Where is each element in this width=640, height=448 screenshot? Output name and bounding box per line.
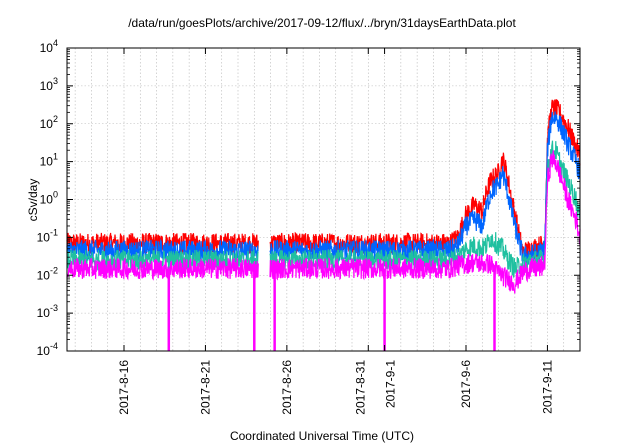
series-line — [66, 99, 581, 262]
y-axis-label: cSv/day — [26, 179, 40, 222]
series-4 — [66, 150, 581, 351]
y-tick-label: 104 — [40, 38, 58, 55]
series-line — [66, 150, 581, 294]
series-1 — [66, 99, 581, 262]
y-tick-label: 101 — [40, 152, 58, 169]
x-tick-label: 2017-9-6 — [459, 360, 473, 408]
y-tick-label: 10-2 — [37, 265, 58, 282]
x-tick-label: 2017-8-21 — [198, 360, 212, 415]
y-tick-label: 103 — [40, 76, 58, 93]
y-tick-label: 100 — [40, 190, 58, 207]
data-series-group — [66, 99, 581, 351]
y-tick-label: 102 — [40, 114, 58, 131]
x-axis-label: Coordinated Universal Time (UTC) — [230, 429, 414, 443]
x-tick-label: 2017-9-11 — [540, 360, 554, 414]
chart-title: /data/run/goesPlots/archive/2017-09-12/f… — [128, 16, 516, 30]
y-tick-label: 10-3 — [37, 303, 58, 320]
x-tick-label: 2017-9-1 — [384, 360, 398, 408]
y-tick-label: 10-1 — [37, 227, 58, 244]
axes-ticks: 10-4 10-3 10-2 10-1 100 101 102 103 104 2017-8-16… — [37, 38, 580, 415]
x-tick-label: 2017-8-26 — [280, 360, 294, 415]
y-tick-label: 10-4 — [37, 341, 58, 358]
x-tick-label: 2017-8-16 — [117, 360, 131, 415]
x-tick-label: 2017-8-31 — [353, 360, 367, 415]
